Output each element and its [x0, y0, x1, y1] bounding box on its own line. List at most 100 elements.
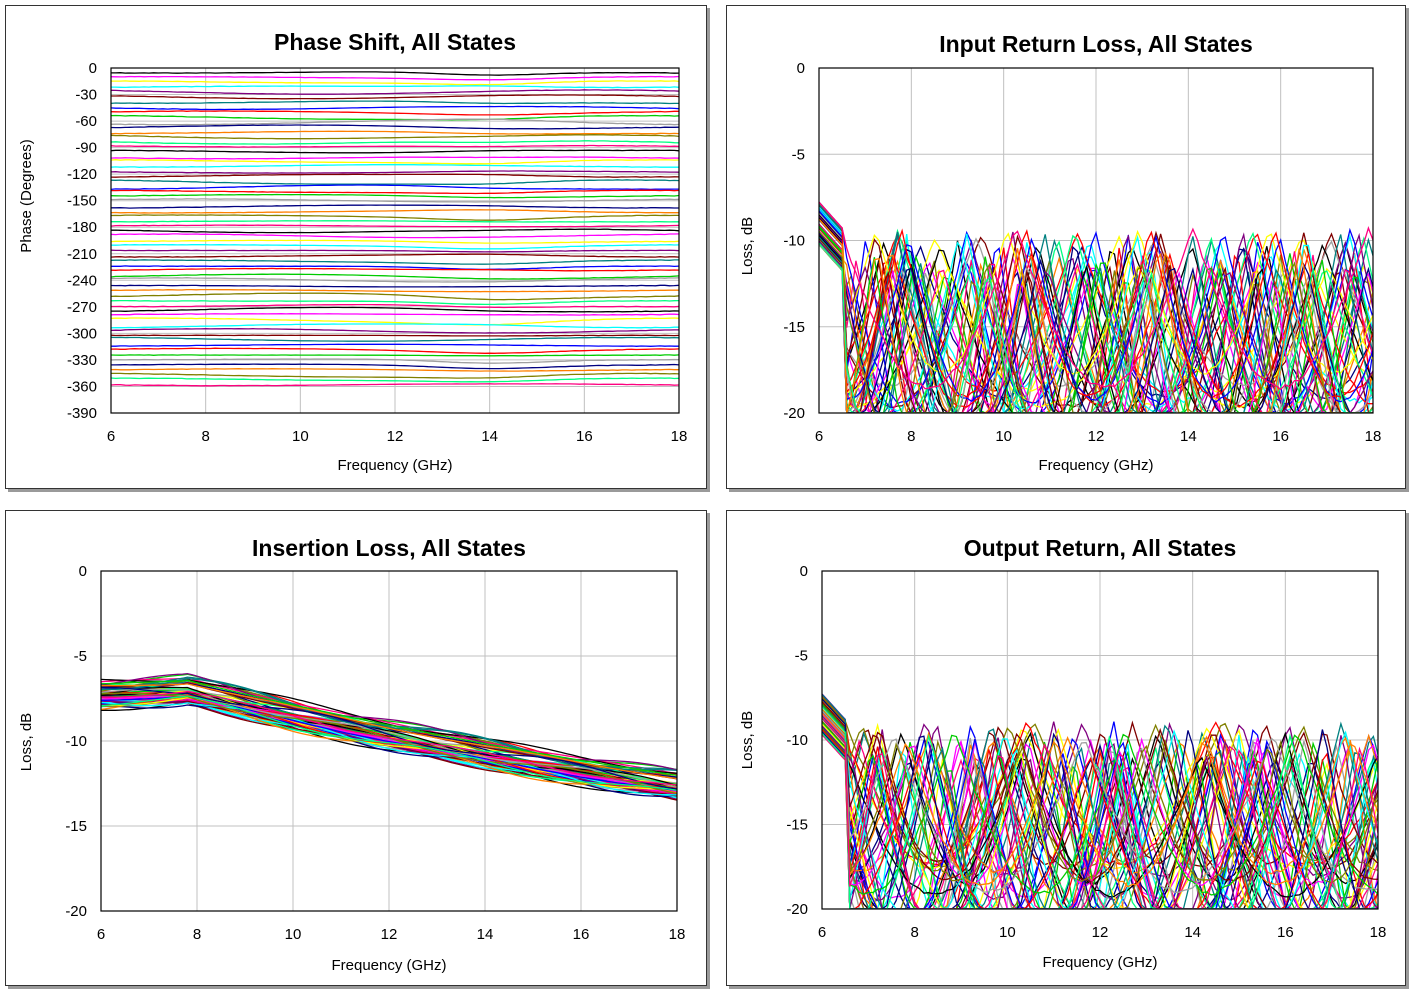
chart-title: Input Return Loss, All States	[939, 31, 1253, 57]
series-line-64	[822, 716, 1378, 909]
series-line-54	[111, 334, 679, 337]
series-line-16	[101, 677, 677, 775]
x-tick-label: 8	[910, 924, 918, 941]
y-tick-label: 0	[797, 60, 805, 77]
x-axis-label: Frequency (GHz)	[1038, 457, 1153, 474]
series-line-32	[822, 734, 1378, 909]
series-line-46	[111, 292, 679, 301]
input-return-loss-chart-panel: 6 8 10 12 14 16 18 0 -5 -10 -15 -20 Input Return Los…	[726, 5, 1406, 489]
series-line-56	[819, 210, 1373, 404]
series-line-3	[111, 80, 679, 86]
x-tick-label: 16	[1277, 924, 1294, 941]
series-line-39	[819, 204, 1373, 413]
series-line-50	[111, 313, 679, 316]
x-axis-label: Frequency (GHz)	[331, 957, 446, 974]
series-line-13	[111, 130, 679, 135]
series-line-57	[111, 347, 679, 354]
output-return-chart: 6 8 10 12 14 16 18 0 -5 -10 -15 -20 Output Return, A…	[739, 535, 1387, 971]
series-line-64	[111, 383, 679, 387]
x-tick-label: 6	[107, 428, 115, 445]
y-tick-label: -240	[67, 272, 97, 289]
y-tick-label: -20	[65, 903, 87, 920]
series-line-60	[111, 363, 679, 370]
x-tick-label: 18	[1370, 924, 1387, 941]
series-line-5	[111, 89, 679, 95]
series-line-7	[111, 100, 679, 105]
series-line-29	[111, 209, 679, 214]
series-line-56	[822, 711, 1378, 909]
x-tick-label: 12	[387, 428, 404, 445]
series-line-20	[111, 164, 679, 168]
series-line-55	[111, 336, 679, 342]
phase-shift-chart: 6 8 10 12 14 16 18 0 -30 -60 -90 -120 -150 -180 -210 -2…	[18, 29, 687, 474]
series-line-32	[111, 224, 679, 228]
series-line-53	[111, 327, 679, 334]
series-line-6	[111, 94, 679, 100]
series-line-63	[101, 695, 677, 792]
insertion-loss-chart: 6 8 10 12 14 16 18 0 -5 -10 -15 -20 Insertion Loss, …	[18, 535, 686, 974]
series-line-47	[822, 732, 1378, 909]
series-line-38	[819, 204, 1373, 413]
series-line-36	[819, 209, 1373, 412]
series-line-42	[111, 273, 679, 280]
y-tick-label: -10	[783, 233, 805, 250]
series-line-4	[111, 85, 679, 89]
series-line-23	[822, 722, 1378, 909]
series-line-33	[111, 228, 679, 234]
series-line-62	[819, 230, 1373, 413]
series-line-41	[819, 227, 1373, 408]
plot-border	[110, 67, 680, 414]
series-line-11	[111, 118, 679, 126]
series-line-61	[101, 683, 677, 780]
x-tick-label: 14	[1180, 428, 1197, 445]
x-tick-label: 14	[477, 926, 494, 943]
series-line-39	[111, 259, 679, 265]
x-tick-label: 14	[1184, 924, 1201, 941]
x-tick-label: 12	[381, 926, 398, 943]
y-tick-label: -15	[783, 319, 805, 336]
series-line-59	[111, 358, 679, 364]
x-tick-label: 18	[669, 926, 686, 943]
y-tick-label: -270	[67, 299, 97, 316]
series-line-49	[101, 686, 677, 787]
series-line-62	[111, 372, 679, 379]
series-line-38	[111, 253, 679, 258]
series-line-58	[111, 354, 679, 357]
series-line-27	[819, 212, 1373, 387]
y-tick-label: -5	[795, 648, 808, 665]
series-line-34	[822, 714, 1378, 909]
series-line-61	[111, 368, 679, 372]
series-line-10	[111, 114, 679, 121]
y-tick-label: -180	[67, 219, 97, 236]
series-line-61	[819, 218, 1373, 413]
series-line-57	[822, 728, 1378, 909]
series-line-16	[819, 228, 1373, 413]
series-line-52	[111, 323, 679, 329]
series-line-23	[111, 179, 679, 185]
x-tick-label: 8	[193, 926, 201, 943]
series-line-47	[819, 237, 1373, 413]
series-line-51	[111, 317, 679, 326]
x-tick-label: 6	[818, 924, 826, 941]
series-line-21	[111, 170, 679, 174]
series-line-30	[111, 214, 679, 221]
y-tick-label: -15	[65, 818, 87, 835]
series-line-58	[822, 703, 1378, 896]
x-tick-label: 8	[907, 428, 915, 445]
series-line-21	[819, 215, 1373, 413]
y-tick-label: -10	[65, 733, 87, 750]
series-line-55	[819, 236, 1373, 413]
series-line-19	[819, 209, 1373, 393]
x-tick-label: 18	[1365, 428, 1382, 445]
series-line-9	[111, 110, 679, 116]
y-tick-label: -5	[792, 146, 805, 163]
series-line-56	[111, 343, 679, 347]
series-line-48	[819, 237, 1373, 413]
series-line-45	[819, 218, 1373, 413]
series-line-28	[111, 204, 679, 209]
x-tick-label: 16	[573, 926, 590, 943]
y-tick-label: 0	[89, 60, 97, 77]
x-tick-label: 10	[292, 428, 309, 445]
x-axis-label: Frequency (GHz)	[1042, 954, 1157, 971]
series-line-60	[101, 686, 677, 790]
